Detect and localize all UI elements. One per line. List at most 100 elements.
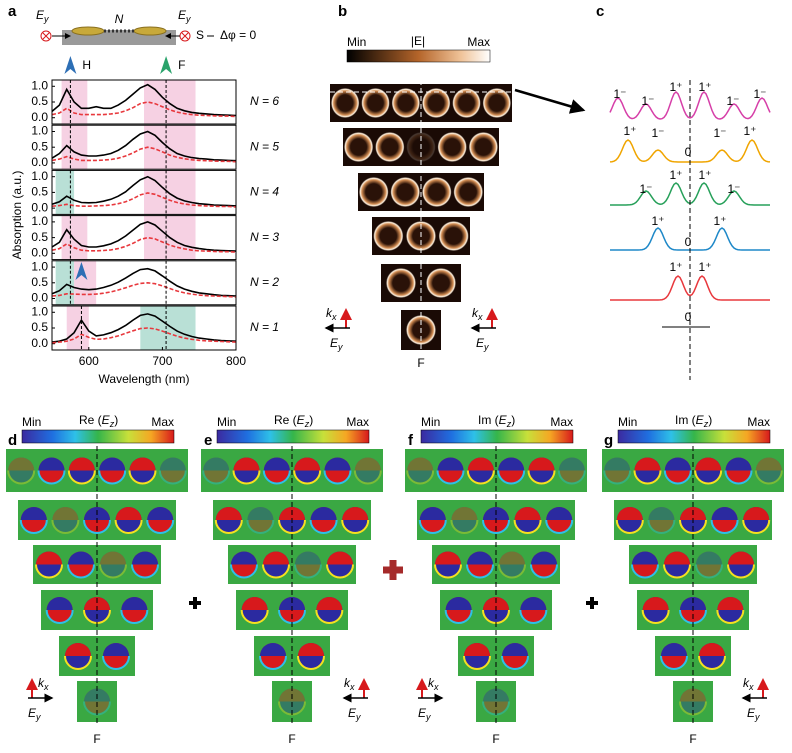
disc-part xyxy=(52,507,79,520)
spectrum xyxy=(51,83,237,117)
mode-order-label: 1⁻ xyxy=(639,182,652,196)
disc-part xyxy=(680,688,706,715)
text-part: Re ( xyxy=(79,413,102,427)
colorbar xyxy=(617,429,771,444)
disc-part xyxy=(354,457,381,471)
field-disc xyxy=(323,457,352,485)
disc-part xyxy=(84,688,110,715)
disc-part xyxy=(20,507,47,520)
disc-part xyxy=(558,457,585,484)
text-part: y xyxy=(355,712,361,722)
text-part: x xyxy=(433,682,439,692)
band xyxy=(61,215,88,260)
field-label: Ey xyxy=(36,8,49,24)
spectrum xyxy=(51,267,237,297)
colorbar-max: Max xyxy=(151,415,174,429)
disc-part xyxy=(530,564,558,579)
disc-part xyxy=(743,507,770,520)
disc-part xyxy=(406,470,435,485)
field-disc xyxy=(353,457,382,485)
disc-part xyxy=(68,457,95,471)
disc-part xyxy=(696,551,722,578)
disc-part xyxy=(694,470,723,485)
disc-part xyxy=(102,655,130,670)
field-disc xyxy=(694,457,723,485)
disc-part xyxy=(467,551,493,565)
field-disc xyxy=(309,507,338,534)
e-label: Ey xyxy=(418,706,431,722)
field-disc xyxy=(641,597,670,624)
disc-part xyxy=(497,470,526,485)
disc-part xyxy=(545,519,574,534)
spectrum xyxy=(51,192,237,208)
field-disc xyxy=(232,457,261,485)
field-disc xyxy=(615,507,644,534)
disc-part xyxy=(754,470,783,485)
field-disc xyxy=(466,457,495,485)
disc-part xyxy=(240,609,269,624)
field-disc xyxy=(19,507,48,534)
text-part: k xyxy=(326,306,333,320)
disc-part xyxy=(717,597,744,610)
colorbar-min: Min xyxy=(421,415,440,429)
field-disc xyxy=(7,457,36,485)
disc-part xyxy=(7,470,36,485)
text-part: E xyxy=(28,706,37,720)
text-part: E xyxy=(696,413,705,427)
field-disc xyxy=(67,551,95,579)
spectrum xyxy=(51,236,237,253)
mode-label: F xyxy=(288,732,295,746)
disc-part xyxy=(262,564,290,579)
y-tick-label: 0.5 xyxy=(31,320,48,334)
text-part: E xyxy=(36,8,45,22)
disc-part xyxy=(435,551,461,565)
disc-part xyxy=(68,551,94,565)
field-disc xyxy=(406,457,435,485)
colorbar xyxy=(216,429,370,444)
disc-part xyxy=(158,470,187,485)
disc-part xyxy=(215,507,242,520)
disc-part xyxy=(241,597,268,610)
disc-part xyxy=(121,597,148,610)
disc-part xyxy=(203,457,230,484)
disc-part xyxy=(132,551,158,565)
spectrum xyxy=(51,281,237,298)
field-disc xyxy=(361,88,390,118)
field-disc xyxy=(501,643,529,670)
disc-part xyxy=(83,519,111,534)
x-tick-label: 600 xyxy=(79,354,99,368)
disc-part xyxy=(742,519,771,534)
y-tick-label: 1.0 xyxy=(31,124,48,138)
field-disc xyxy=(131,551,159,579)
band xyxy=(74,260,97,305)
field-disc xyxy=(742,507,771,534)
disc-part xyxy=(232,470,261,485)
disc-part xyxy=(641,609,670,624)
field-disc xyxy=(359,177,389,207)
field-disc xyxy=(120,597,149,624)
mode-arrow xyxy=(160,56,173,74)
panel-n-label: N = 3 xyxy=(250,230,279,244)
disc-part xyxy=(159,457,186,471)
mode-label: F xyxy=(178,58,185,72)
disc-part xyxy=(444,609,473,624)
disc-part xyxy=(51,519,80,534)
plus xyxy=(383,560,403,580)
disc-part xyxy=(695,457,722,471)
phase-label: Δφ = 0 xyxy=(220,28,256,42)
disc-part xyxy=(263,551,289,565)
mode-order-label: 1⁻ xyxy=(713,126,726,140)
field-disc xyxy=(114,506,143,534)
x-tick-label: 800 xyxy=(226,354,246,368)
field-disc xyxy=(294,551,322,579)
disc-part xyxy=(316,597,343,610)
disc-part xyxy=(445,597,472,610)
y-tick-label: 0.0 xyxy=(31,110,48,124)
text-part: y xyxy=(425,712,431,722)
spectrum xyxy=(51,146,237,163)
plot-frame xyxy=(51,215,237,261)
disc-part xyxy=(260,643,286,656)
field-disc xyxy=(102,643,130,670)
field-disc xyxy=(99,551,127,579)
mode-order-label: 1⁺ xyxy=(698,168,711,182)
